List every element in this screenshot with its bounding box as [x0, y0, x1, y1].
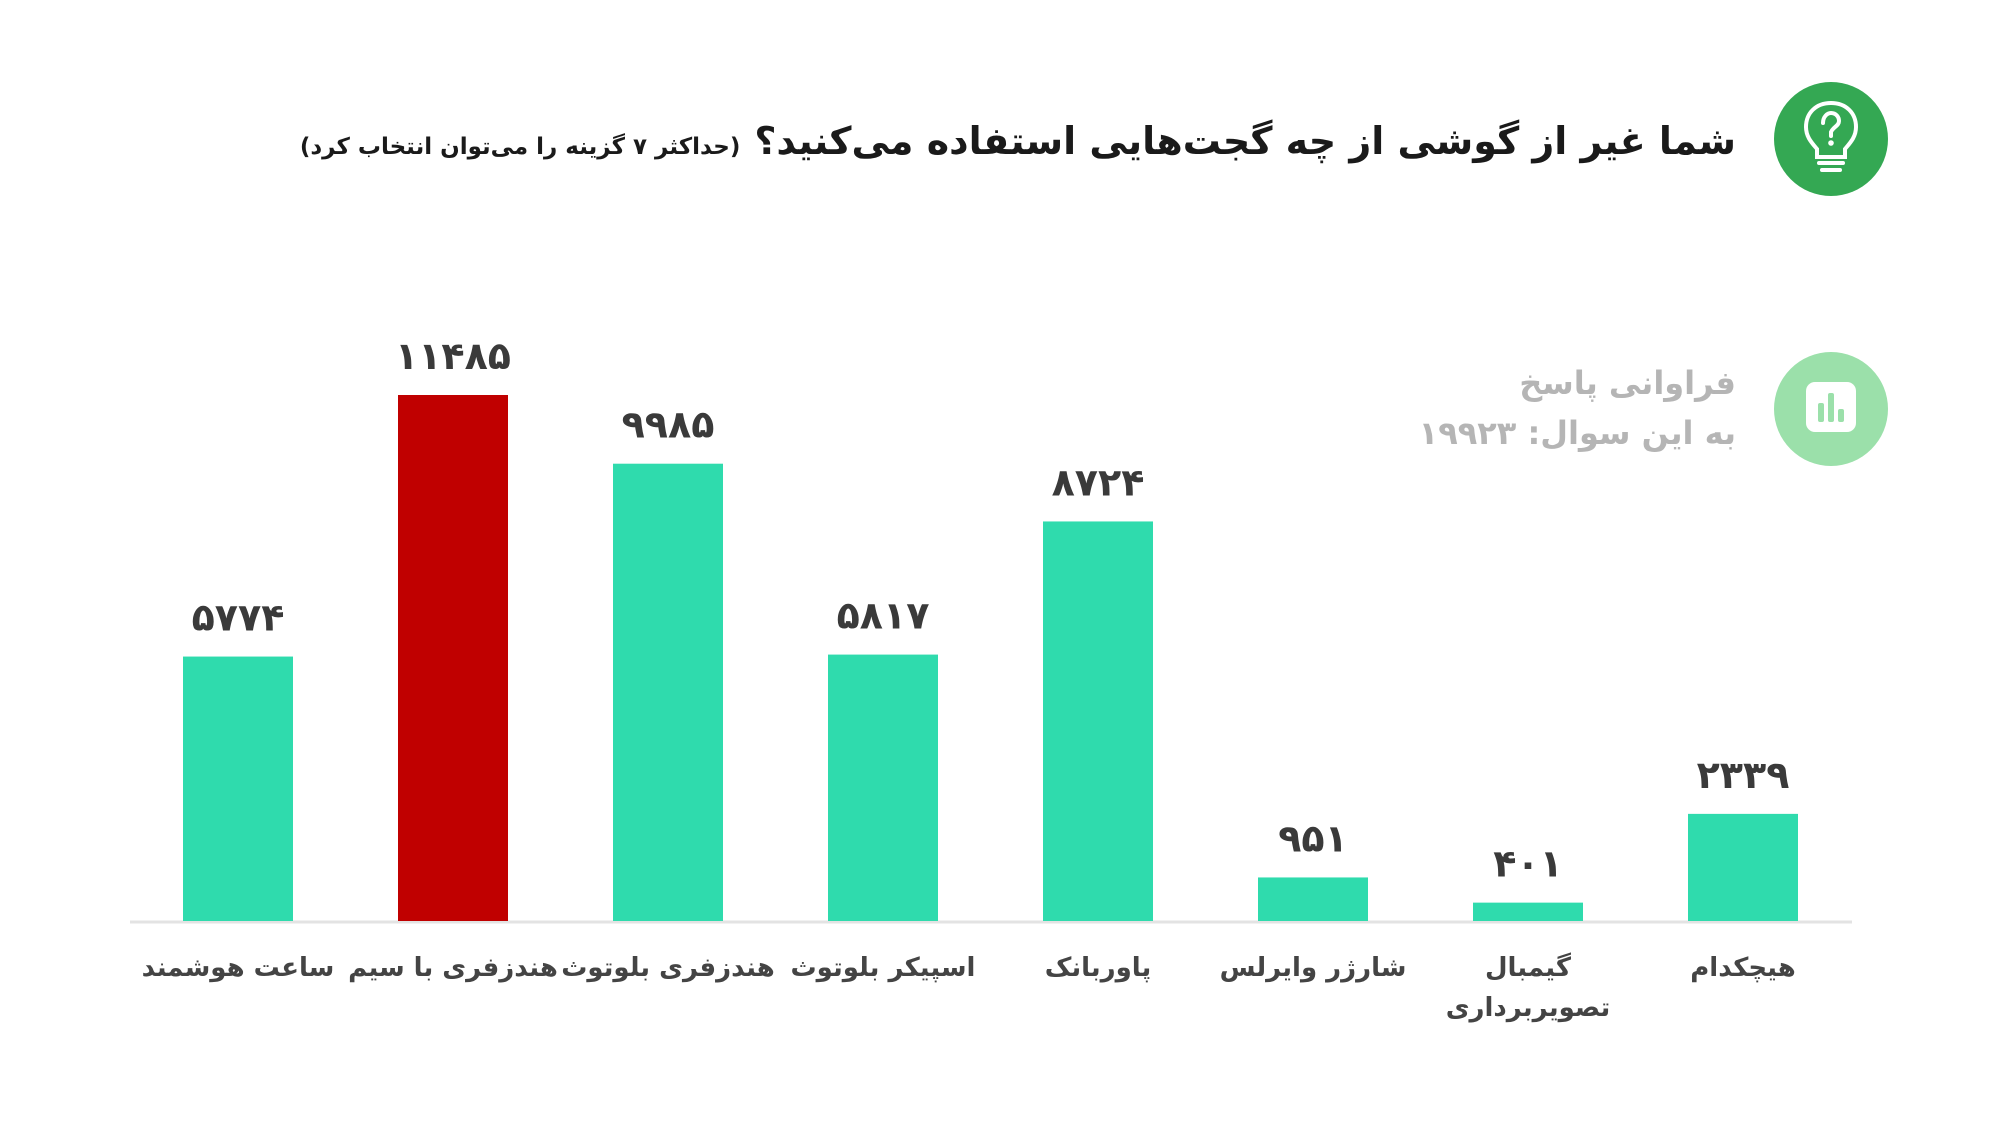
bar	[828, 654, 938, 921]
response-frequency: فراوانی پاسخ به این سوال: ۱۹۹۲۳	[1419, 352, 1888, 466]
x-tick-label: ساعت هوشمند	[141, 953, 335, 983]
x-tick-label: هیچکدام	[1690, 953, 1796, 983]
bar	[1258, 877, 1368, 921]
bar	[1473, 902, 1583, 921]
frequency-badge	[1774, 352, 1888, 466]
bar-value-label: ۴۰۱	[1493, 842, 1563, 886]
frequency-subtitle: به این سوال:	[1527, 414, 1736, 452]
x-tick-label: شارژر وایرلس	[1219, 953, 1407, 983]
bar-value-label: ۹۵۱	[1278, 816, 1348, 860]
x-tick-label: اسپیکر بلوتوث	[790, 953, 976, 983]
bar	[1688, 813, 1798, 921]
x-tick-label: گیمبال تصویربرداری	[1445, 953, 1611, 1024]
bar-value-label: ۵۸۱۷	[837, 594, 930, 638]
x-tick-label: هندزفری بلوتوث	[561, 953, 775, 983]
bar	[613, 463, 723, 921]
bar-value-label: ۲۳۳۹	[1697, 753, 1790, 797]
bar-value-label: ۹۹۸۵	[622, 403, 715, 447]
frequency-count: ۱۹۹۲۳	[1418, 414, 1517, 452]
bar	[398, 395, 508, 921]
bar	[183, 656, 293, 921]
frequency-label: فراوانی پاسخ	[1519, 364, 1736, 403]
question-header: شما غیر از گوشی از چه گجت‌هایی استفاده م…	[300, 82, 1888, 196]
question-note: (حداکثر ۷ گزینه را می‌توان انتخاب کرد)	[299, 133, 741, 160]
question-title: شما غیر از گوشی از چه گجت‌هایی استفاده م…	[754, 118, 1736, 163]
bar-value-label: ۱۱۴۸۵	[395, 334, 511, 378]
question-badge	[1774, 82, 1888, 196]
bar	[1043, 521, 1153, 921]
lightbulb-question-icon	[1800, 99, 1862, 179]
bar-value-label: ۸۷۲۴	[1052, 460, 1145, 504]
x-tick-label: پاوربانک	[1044, 953, 1152, 983]
x-tick-label: هندزفری با سیم	[348, 953, 558, 983]
bar-value-label: ۵۷۷۴	[192, 596, 285, 640]
bar-chart-icon	[1804, 380, 1858, 438]
